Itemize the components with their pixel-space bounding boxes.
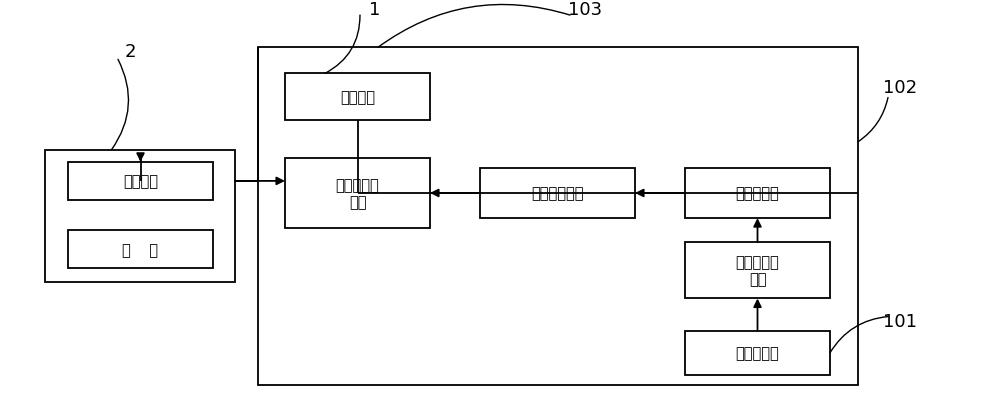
Text: 主控制单元: 主控制单元: [736, 186, 779, 201]
Text: 控制装置: 控制装置: [340, 90, 375, 105]
Bar: [685, 331, 830, 375]
Text: 103: 103: [568, 1, 602, 19]
Text: 报告经过的
米数: 报告经过的 米数: [736, 255, 779, 287]
Text: 曝光能量控
制器: 曝光能量控 制器: [336, 177, 379, 210]
Text: 米数计数器: 米数计数器: [736, 345, 779, 360]
Text: 101: 101: [883, 312, 917, 330]
Bar: [685, 168, 830, 219]
Text: 曝光装置: 曝光装置: [123, 174, 158, 189]
Bar: [45, 150, 235, 283]
Text: 1: 1: [369, 1, 381, 19]
Bar: [685, 243, 830, 299]
Bar: [480, 168, 635, 219]
Text: 102: 102: [883, 79, 917, 97]
Text: 指示曝光能量: 指示曝光能量: [531, 186, 584, 201]
Text: 光    源: 光 源: [122, 242, 158, 257]
Bar: [68, 162, 213, 200]
Bar: [285, 158, 430, 229]
Bar: [68, 231, 213, 269]
Bar: [285, 74, 430, 120]
Text: 2: 2: [124, 43, 136, 61]
Bar: [258, 48, 858, 385]
